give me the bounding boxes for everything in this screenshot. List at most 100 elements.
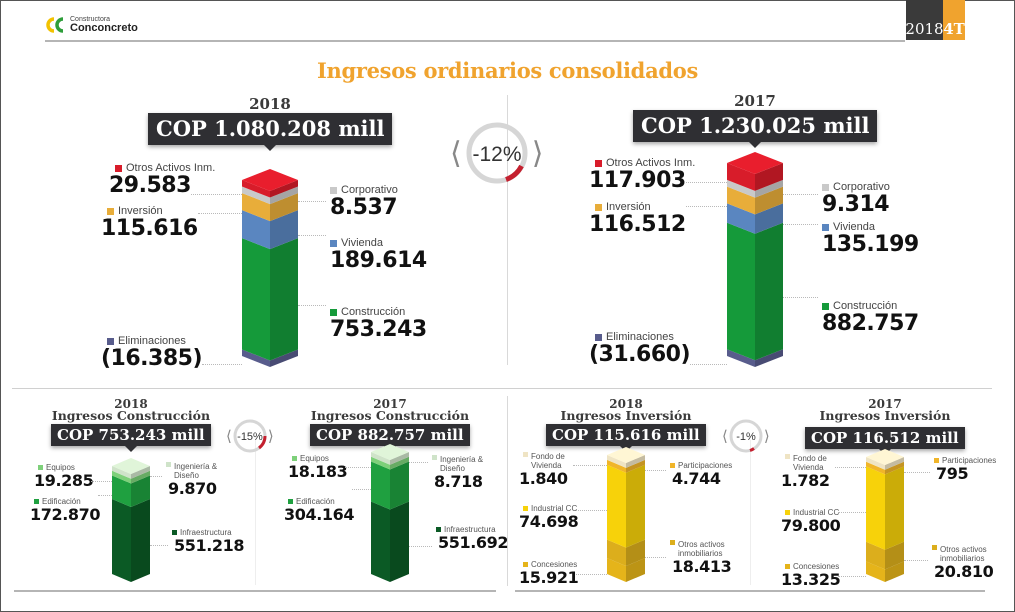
legend-label: Vivienda [822, 221, 875, 233]
data-value: 172.870 [30, 505, 101, 524]
period-year-badge: 2018 [905, 0, 944, 40]
legend-swatch [107, 337, 114, 345]
legend-label-text: Otros activos inmobiliarios [678, 540, 725, 558]
data-value: 116.512 [589, 212, 686, 237]
legend-label: Ingeniería & Diseño [166, 462, 234, 480]
legend-label: Industrial CC [523, 504, 577, 513]
data-value: 882.757 [822, 311, 919, 336]
leader-line [573, 465, 607, 466]
legend-label-text: Ingeniería & Diseño [174, 462, 218, 480]
legend-label: Edificación [288, 497, 335, 506]
legend-label-text: Concesiones [793, 562, 840, 571]
legend-label-text: Equipos [46, 463, 75, 472]
legend-swatch [595, 159, 602, 167]
leader-line [352, 489, 371, 490]
legend-swatch [934, 458, 939, 463]
legend-label: Otros activos inmobiliarios [932, 545, 1000, 563]
data-value: 135.199 [822, 232, 919, 257]
leader-line [686, 182, 727, 183]
legend-label: Equipos [292, 454, 329, 463]
leader-line [690, 364, 727, 365]
legend-swatch [523, 562, 528, 567]
data-value: 1.782 [781, 471, 830, 490]
legend-label-text: Inversión [606, 201, 651, 213]
leader-line [298, 235, 326, 236]
legend-label-text: Otros Activos Inm. [606, 157, 696, 169]
legend-label: Construcción [822, 300, 897, 312]
data-value: 18.413 [672, 557, 732, 576]
legend-label: Participaciones [934, 456, 996, 465]
leader-line [645, 557, 666, 558]
data-value: 8.537 [330, 195, 398, 220]
legend-swatch [107, 207, 114, 215]
legend-label-text: Participaciones [678, 461, 733, 470]
data-value: 551.218 [174, 536, 245, 555]
chevron-left-icon: ⟨ [722, 427, 728, 445]
legend-label: Eliminaciones [107, 335, 186, 347]
legend-label: Corporativo [330, 184, 398, 196]
data-value: 117.903 [589, 168, 686, 193]
legend-label: Edificación [34, 497, 81, 506]
data-value: 18.183 [288, 462, 348, 481]
legend-label: Participaciones [670, 461, 732, 470]
legend-label: Concesiones [785, 562, 839, 571]
change-ring-icon: -12% [466, 122, 528, 184]
construction-divider [255, 440, 256, 585]
legend-swatch [595, 203, 602, 211]
legend-label-text: Participaciones [942, 456, 997, 465]
legend-swatch [595, 333, 602, 341]
legend-label-text: Corporativo [833, 181, 890, 193]
legend-swatch [172, 530, 177, 535]
chart-year: 2018 [114, 397, 148, 411]
leader-line [835, 467, 866, 468]
data-value: 4.744 [672, 469, 721, 488]
data-value: 9.870 [168, 479, 217, 498]
leader-line [783, 297, 818, 298]
legend-swatch [670, 463, 675, 468]
change-value: -1% [736, 431, 756, 443]
leader-line [838, 576, 866, 577]
legend-swatch [330, 186, 337, 194]
data-value: 551.692 [438, 533, 509, 552]
legend-swatch [785, 454, 790, 459]
legend-swatch [115, 164, 122, 172]
legend-label: Inversión [595, 201, 651, 213]
legend-label: Eliminaciones [595, 331, 674, 343]
legend-swatch [38, 465, 43, 470]
leader-line [191, 194, 242, 195]
data-value: (31.660) [589, 342, 691, 367]
legend-label: Otros Activos Inm. [115, 162, 215, 174]
chart-year: 2018 [609, 397, 643, 411]
logo-small-text: Constructora [70, 16, 111, 23]
chart-subtitle: Ingresos Construcción [310, 408, 470, 423]
legend-swatch [670, 540, 675, 545]
leader-line [345, 467, 371, 468]
leader-line [904, 560, 928, 561]
legend-label-text: Otros Activos Inm. [126, 162, 216, 174]
leader-line [904, 472, 930, 473]
legend-swatch [785, 564, 790, 569]
leader-line [409, 546, 432, 547]
chevron-right-icon: ⟩ [267, 427, 274, 445]
consolidated-change-indicator: ⟨ -12% ⟩ [450, 120, 543, 186]
leader-line [645, 470, 666, 471]
legend-label-text: Construcción [341, 306, 406, 318]
legend-label-text: Eliminaciones [118, 335, 186, 347]
legend-label: Infraestructura [436, 525, 496, 534]
legend-label-text: Eliminaciones [606, 331, 674, 343]
construction-baseline [14, 590, 496, 592]
legend-swatch [523, 506, 528, 511]
leader-line [198, 213, 242, 214]
legend-swatch [166, 462, 171, 467]
total-callout: COP 116.512 mill [805, 427, 965, 455]
leader-line [298, 305, 326, 306]
total-callout: COP 1.230.025 mill [633, 110, 878, 148]
legend-label-text: Inversión [118, 205, 163, 217]
data-value: 19.285 [34, 471, 94, 490]
leader-line [202, 364, 242, 365]
legend-swatch [432, 455, 437, 460]
leader-line [150, 476, 162, 477]
legend-label: Concesiones [523, 560, 577, 569]
legend-label: Fondo de Vivienda [785, 454, 853, 472]
leader-line [298, 201, 326, 202]
